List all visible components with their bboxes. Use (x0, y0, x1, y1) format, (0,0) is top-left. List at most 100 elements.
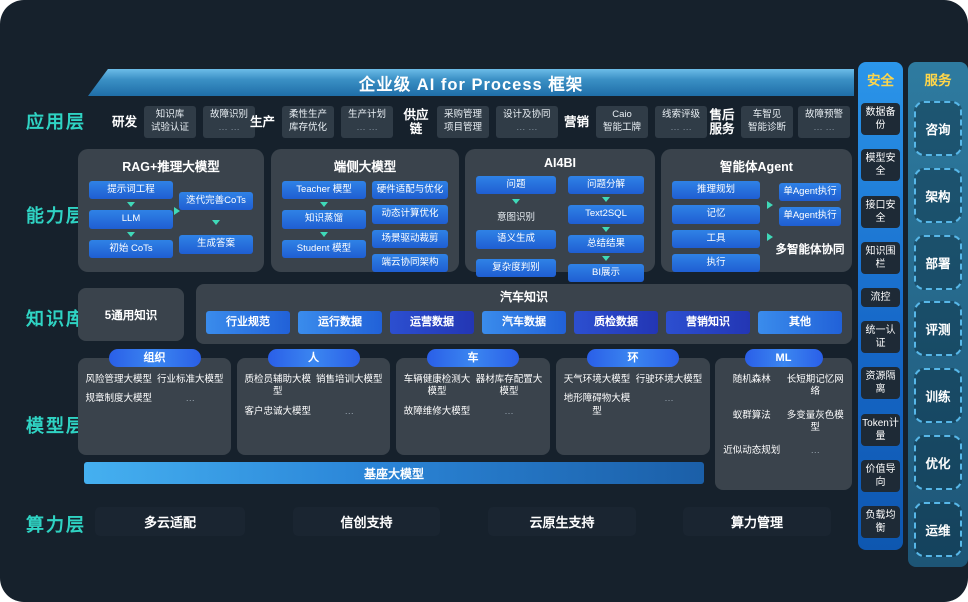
app-chip: 柔性生产 库存优化 (282, 106, 335, 138)
app-chip: 故障预警 … … (798, 106, 851, 138)
security-item: 知识围栏 (861, 241, 900, 274)
arrow-down-icon (512, 199, 520, 205)
arrow-down-icon (212, 220, 220, 226)
arrow-down-icon (127, 202, 135, 208)
app-group-rd: 研发 知识库 试验认证 故障识别 … … (112, 99, 256, 145)
flow-chip: 场景驱动裁剪 (372, 229, 448, 249)
knowledge-chip: 营销知识 (666, 311, 750, 334)
model-item: 长短期记忆网络 (786, 374, 844, 398)
model-item: 地形障碍物大模型 (563, 393, 631, 417)
model-item-more: … (504, 405, 514, 417)
app-chip: 生产计划 … … (341, 106, 394, 138)
app-chip: 采购管理 项目管理 (437, 106, 490, 138)
model-group-vehicle: 车 车辆健康检测大模型 器材库存配置大模型 故障维修大模型 … (396, 349, 550, 455)
knowledge-chip: 行业规范 (206, 311, 290, 334)
app-group-production: 生产 柔性生产 库存优化 生产计划 … … (250, 99, 394, 145)
compute-block-multicloud: 多云适配 (95, 507, 245, 536)
service-item: 训练 (914, 368, 962, 424)
flow-chip: 硬件适配与优化 (372, 181, 448, 200)
security-item: 数据备份 (861, 103, 900, 136)
model-item: 风险管理大模型 (85, 374, 152, 385)
capability-box-agent: 智能体Agent 推理规划 记忆 工具 执行 单Agent执行 单Agent执行… (661, 149, 852, 273)
layer-label-model: 模型层 (26, 416, 86, 436)
app-group-marketing: 营销 Caio 智能工牌 线索评级 … … (564, 99, 708, 145)
model-item: 行驶环境大模型 (635, 374, 703, 385)
compute-block-cloudnative: 云原生支持 (488, 507, 636, 536)
arrow-right-icon (174, 207, 180, 215)
security-item: 统一认证 (861, 321, 900, 354)
flow-chip: 问题 (476, 176, 556, 195)
arrow-down-icon (602, 226, 610, 232)
capability-box-edge-model: 端侧大模型 Teacher 模型 知识蒸馏 Student 模型 硬件适配与优化… (271, 149, 459, 273)
capability-box-title: 智能体Agent (720, 160, 793, 174)
flow-chip: 单Agent执行 (779, 183, 841, 202)
arrow-down-icon (320, 231, 328, 237)
flow-chip: BI展示 (568, 264, 644, 283)
security-item: 接口安全 (861, 195, 900, 228)
model-item-more: … (810, 445, 821, 457)
services-header: 服务 (924, 73, 952, 88)
flow-chip: 知识蒸馏 (282, 210, 366, 229)
model-item: 规章制度大模型 (85, 393, 152, 405)
title-banner: 企业级 AI for Process 框架 (88, 69, 854, 96)
knowledge-domain-box: 汽车知识 行业规范 运行数据 运营数据 汽车数据 质检数据 营销知识 其他 (196, 284, 852, 344)
model-item: 随机森林 (732, 374, 771, 385)
knowledge-chip: 质检数据 (574, 311, 658, 334)
flow-chip: 初始 CoTs (89, 239, 173, 259)
service-item: 架构 (914, 167, 962, 223)
flow-chip: LLM (89, 210, 173, 229)
security-item: 负载均衡 (861, 505, 900, 538)
app-group-name: 研发 (112, 114, 138, 129)
app-chip: 设计及协同 … … (496, 106, 558, 138)
security-rail: 安全 数据备份 模型安全 接口安全 知识围栏 流控 统一认证 资源隔离 Toke… (858, 62, 903, 550)
flow-chip: 语义生成 (476, 230, 556, 249)
app-chip: 车智见 智能诊断 (741, 106, 794, 138)
arrow-right-icon (767, 201, 773, 209)
capability-box-ai4bi: AI4BI 问题 意图识别 语义生成 复杂度判别 问题分解 Text2SQL 总… (465, 149, 655, 283)
app-group-name: 售后服务 (709, 107, 735, 136)
flow-chip: Teacher 模型 (282, 181, 366, 200)
app-group-supply-chain: 供应链 采购管理 项目管理 设计及协同 … … (402, 99, 558, 145)
app-group-name: 生产 (250, 114, 276, 129)
capability-box-title: 端侧大模型 (333, 160, 397, 174)
service-item: 运维 (914, 501, 962, 557)
flow-chip: 迭代完善CoTs (179, 192, 253, 211)
layer-label-knowledge: 知识库 (26, 309, 86, 329)
model-item: 质检员辅助大模型 (244, 374, 311, 398)
multi-agent-caption: 多智能体协同 (775, 243, 845, 256)
model-group-pill: 人 (267, 349, 360, 367)
model-group-environment: 环 天气环境大模型 行驶环境大模型 地形障碍物大模型 … (556, 349, 710, 455)
knowledge-chip: 其他 (758, 311, 842, 334)
flow-chip: Text2SQL (568, 205, 644, 224)
model-item: 车辆健康检测大模型 (403, 374, 471, 398)
base-model-bar: 基座大模型 (84, 462, 704, 484)
compute-block-xinchuang: 信创支持 (293, 507, 440, 536)
app-chip: Caio 智能工牌 (596, 106, 649, 138)
flow-chip: 总结结果 (568, 234, 644, 254)
model-group-pill: 组织 (108, 349, 201, 367)
security-item: 模型安全 (861, 149, 900, 182)
flow-chip: 记忆 (672, 205, 760, 224)
model-group-pill: 环 (587, 349, 679, 367)
flow-chip: 工具 (672, 229, 760, 249)
security-item: Token计量 (861, 413, 900, 446)
flow-chip: 执行 (672, 254, 760, 273)
service-item: 部署 (914, 234, 962, 290)
services-rail: 服务 咨询 架构 部署 评测 训练 优化 运维 (908, 62, 968, 567)
page-title: 企业级 AI for Process 框架 (358, 75, 584, 94)
model-item-more: … (664, 393, 674, 405)
capability-box-title: RAG+推理大模型 (122, 160, 220, 174)
capability-box-rag: RAG+推理大模型 提示词工程 LLM 初始 CoTs 迭代完善CoTs 生成答… (78, 149, 264, 272)
knowledge-general-box: 5通用知识 (78, 288, 184, 341)
flow-chip: 推理规划 (672, 181, 760, 200)
arrow-down-icon (602, 256, 610, 262)
app-chip: 知识库 试验认证 (144, 106, 197, 138)
arrow-right-icon (767, 233, 773, 241)
flow-text: 意图识别 (496, 212, 535, 224)
layer-label-compute: 算力层 (26, 515, 86, 535)
knowledge-domain-title: 汽车知识 (499, 290, 548, 304)
flow-chip: 问题分解 (568, 176, 644, 195)
arrow-down-icon (127, 231, 135, 237)
arrow-down-icon (320, 202, 328, 208)
model-item: 天气环境大模型 (563, 374, 631, 385)
